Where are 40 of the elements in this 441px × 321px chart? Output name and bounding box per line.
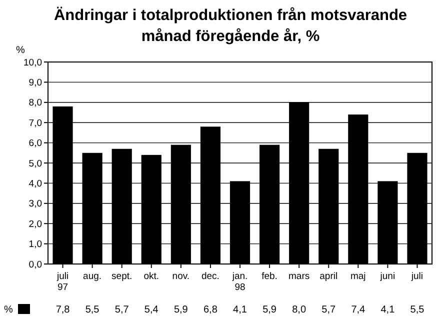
y-tick-label: 4,0 (28, 178, 42, 190)
y-tick-label: 10,0 (24, 57, 42, 68)
data-label: 6,8 (204, 304, 218, 316)
y-tick-label: 0,0 (28, 259, 42, 270)
data-label: 5,4 (144, 304, 159, 316)
x-tick-label: dec. (201, 271, 220, 282)
data-label: 4,1 (233, 304, 248, 316)
x-tick-label: sept. (112, 271, 132, 282)
chart-title: Ändringar i totalproduktionen från motsvarande månad föregående år, % (54, 6, 408, 45)
data-label: 7,8 (56, 304, 70, 316)
y-axis-title: % (16, 45, 25, 56)
x-tick-label: aug. (83, 271, 102, 282)
y-tick-label: 9,0 (28, 78, 42, 89)
data-label: 5,9 (174, 304, 188, 316)
data-label: 5,5 (85, 304, 100, 316)
x-tick-label: april (320, 271, 338, 282)
data-label: 5,9 (262, 304, 277, 316)
y-tick-label: 3,0 (28, 198, 42, 210)
x-tick-label: feb. (262, 271, 278, 282)
y-tick-label: 5,0 (28, 158, 42, 170)
y-tick-label: 8,0 (28, 98, 42, 109)
x-tick-label: juli 97 (56, 271, 69, 293)
x-tick-label: juli (410, 271, 424, 282)
x-tick-label: okt. (144, 271, 160, 282)
data-label: 5,5 (410, 304, 425, 316)
x-tick-label: maj (350, 271, 366, 282)
y-tick-label: 2,0 (28, 218, 42, 230)
x-tick-label: jan. 98 (231, 271, 248, 293)
x-tick-label: mars (288, 271, 310, 282)
data-label: 5,7 (322, 304, 336, 316)
data-label: 4,1 (380, 304, 396, 316)
data-label: 5,7 (114, 304, 130, 316)
y-tick-label: 6,0 (28, 138, 42, 150)
y-tick-label: 7,0 (28, 118, 42, 129)
x-tick-label: juni (379, 271, 396, 282)
y-tick-label: 1,0 (28, 239, 42, 250)
legend-label: % (4, 304, 13, 316)
data-label: 7,4 (351, 304, 366, 316)
x-tick-label: nov. (172, 271, 190, 282)
data-label: 8,0 (292, 304, 306, 316)
